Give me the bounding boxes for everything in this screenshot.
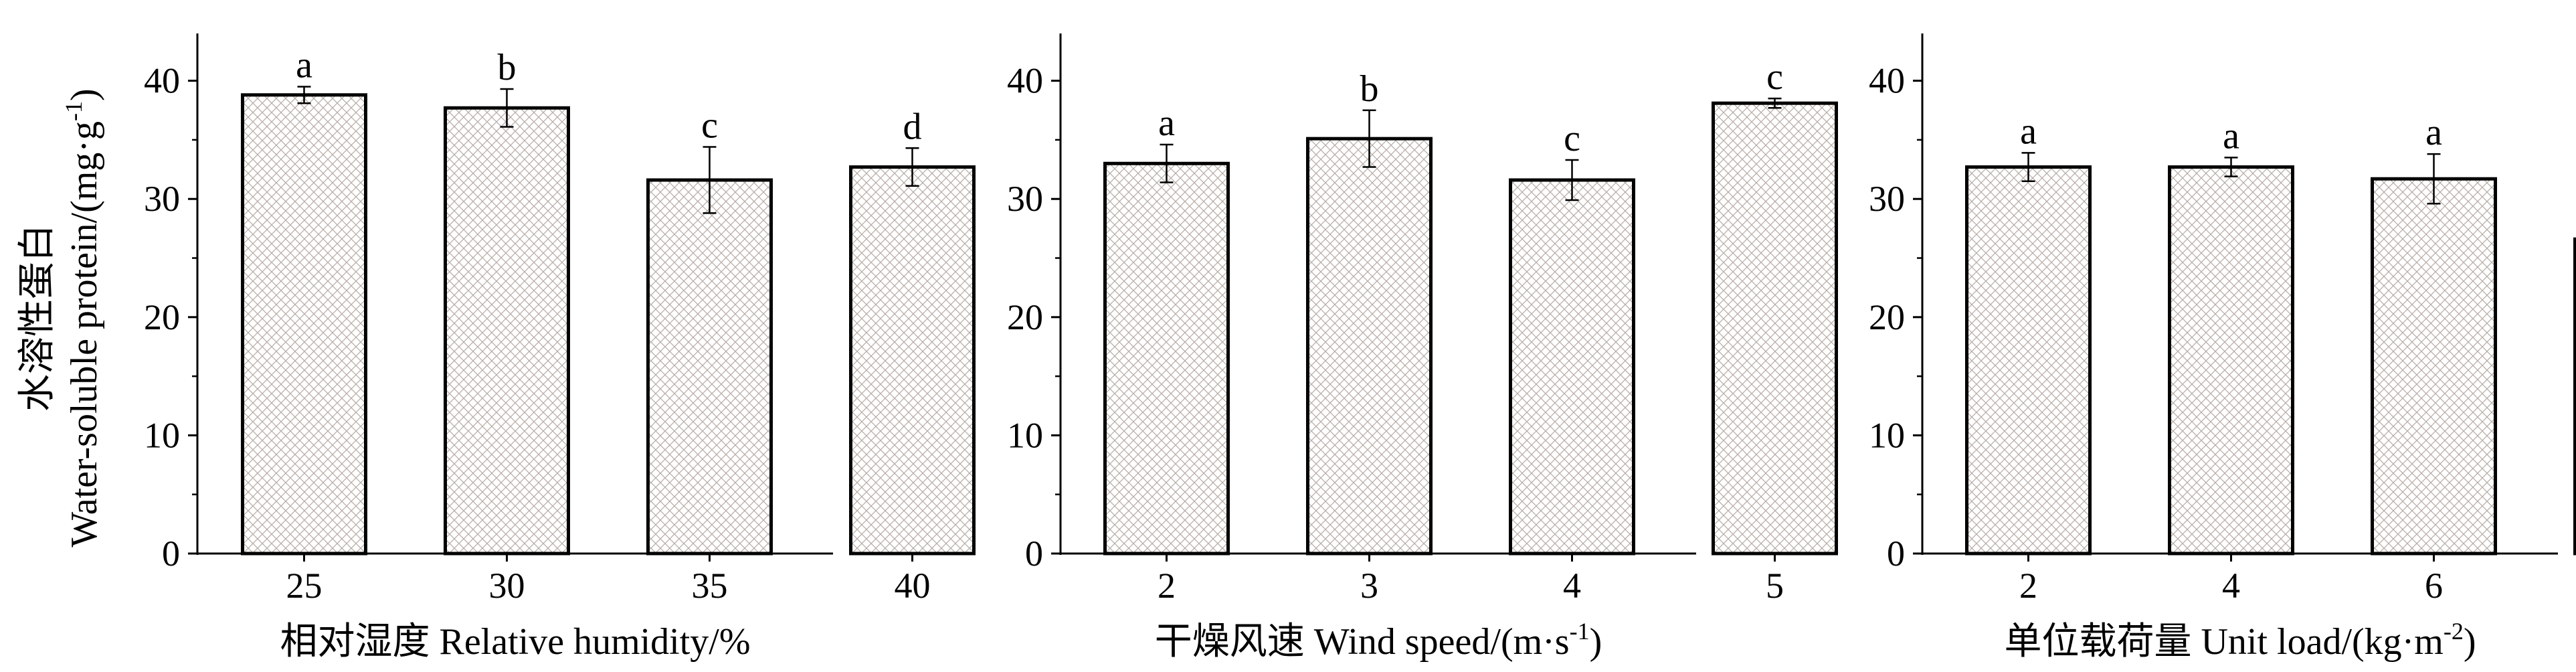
error-bar	[703, 146, 717, 214]
x-axis-title: 单位载荷量 Unit load/(kg·m-2)	[2004, 618, 2476, 663]
x-tick-label: 25	[286, 566, 323, 606]
x-tick-label: 4	[2222, 566, 2240, 606]
chart-panel-1: a 25 b 30 c 35 d 40 0 10 20 30 40 相对湿度 Relative humid…	[144, 33, 976, 663]
significance-letter: c	[1564, 118, 1580, 159]
x-tick-label: 35	[692, 566, 728, 606]
y-tick-label: 40	[144, 61, 180, 101]
significance-letter: c	[701, 105, 718, 147]
y-axis-title: 水溶性蛋白 Water-soluble protein/(mg·g-1)	[17, 88, 105, 547]
y-tick-label: 20	[144, 297, 180, 337]
y-tick-label: 0	[162, 533, 180, 574]
x-tick-label: 5	[1766, 566, 1784, 606]
y-tick-label: 0	[1025, 533, 1043, 574]
error-bar	[500, 88, 514, 128]
y-axis-title-line1: 水溶性蛋白	[17, 224, 58, 412]
bar	[2371, 177, 2497, 556]
significance-letter: b	[1360, 68, 1379, 110]
y-tick-label: 30	[1007, 179, 1043, 219]
error-bar	[1160, 143, 1174, 183]
error-bar	[2021, 152, 2035, 182]
significance-letter: d	[903, 106, 922, 147]
chart-panel-3: a2a4a6b8010203040单位载荷量 Unit load/(kg·m-2…	[1869, 33, 2576, 663]
significance-letter: a	[2020, 110, 2037, 152]
bar	[1103, 161, 1230, 556]
y-tick-label: 40	[1007, 61, 1043, 101]
x-tick-label: 2	[1158, 566, 1176, 606]
significance-letter: b	[498, 47, 517, 88]
bar	[1306, 137, 1433, 556]
chart-panel-2: a 2 b 3 c 4 c 5 0 10 20 30 40 干燥风速 Wind speed/(m·s-1)	[1007, 33, 1838, 663]
bar	[1965, 165, 2092, 556]
y-tick-label: 10	[1007, 415, 1043, 455]
x-tick-label: 40	[895, 566, 931, 606]
error-bar	[1768, 97, 1782, 109]
significance-letter: c	[1766, 56, 1783, 98]
x-tick-label: 2	[2019, 566, 2037, 606]
y-tick-label: 10	[144, 415, 180, 455]
bar	[646, 178, 773, 556]
error-bar	[905, 147, 919, 187]
y-tick-label: 10	[1869, 415, 1905, 455]
bar	[2573, 237, 2576, 556]
significance-letter: a	[1158, 102, 1175, 144]
error-bar	[1565, 159, 1579, 201]
x-tick-label: 30	[489, 566, 525, 606]
y-tick-label: 20	[1007, 297, 1043, 337]
significance-letter: a	[2425, 112, 2442, 153]
y-tick-label: 0	[1887, 533, 1905, 574]
significance-letter: a	[2223, 115, 2239, 157]
y-tick-label: 40	[1869, 61, 1905, 101]
error-bar	[2427, 153, 2441, 205]
error-bar	[2224, 157, 2238, 177]
bar	[2168, 165, 2294, 556]
bar	[849, 165, 976, 556]
y-tick-label: 30	[144, 179, 180, 219]
bar	[241, 93, 367, 556]
bar	[444, 106, 570, 556]
x-tick-label: 3	[1360, 566, 1378, 606]
x-tick-label: 4	[1563, 566, 1581, 606]
bar	[1509, 178, 1635, 556]
y-tick-label: 20	[1869, 297, 1905, 337]
x-axis-title: 相对湿度 Relative humidity/%	[280, 621, 750, 663]
x-tick-label: 6	[2425, 566, 2443, 606]
x-axis-title: 干燥风速 Wind speed/(m·s-1)	[1155, 618, 1602, 663]
y-tick-label: 30	[1869, 179, 1905, 219]
y-axis-title-line2: Water-soluble protein/(mg·g-1)	[60, 88, 105, 547]
significance-letter: a	[296, 44, 312, 86]
error-bar	[297, 86, 311, 104]
bar	[1712, 101, 1838, 556]
error-bar	[1362, 109, 1376, 168]
